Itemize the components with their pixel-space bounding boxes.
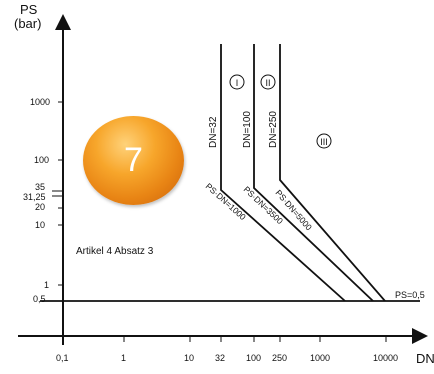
x-axis-title: DN: [416, 351, 434, 366]
y-tick-label-1: 1: [44, 280, 49, 290]
y-axis-title-line1: PS: [20, 2, 38, 17]
x-tick-label-0-1: 0,1: [56, 353, 69, 363]
annotation-artikel: Artikel 4 Absatz 3: [76, 246, 154, 257]
line-dn-32-psdn-1000: [220, 44, 346, 302]
y-tick-label-100: 100: [34, 155, 49, 165]
x-tick-label-10: 10: [184, 353, 194, 363]
svg-text:I: I: [236, 78, 239, 88]
badge-number: 7: [124, 141, 143, 179]
label-dn-32: DN=32: [208, 116, 219, 148]
region-marker-iii: III: [316, 133, 332, 149]
y-axis-title-line2: (bar): [14, 16, 41, 31]
region-marker-i: I: [229, 74, 245, 90]
x-tick-label-250: 250: [272, 353, 287, 363]
y-tick-label-31-25: 31,25: [23, 192, 46, 202]
number-badge: 7: [83, 116, 184, 205]
label-ps-0-5: PS=0,5: [395, 290, 425, 300]
region-marker-ii: II: [260, 74, 276, 90]
y-tick-label-20: 20: [35, 202, 45, 212]
y-tick-label-35: 35: [35, 182, 45, 192]
y-tick-label-1000: 1000: [30, 97, 50, 107]
y-tick-label-0-5: 0,5: [33, 294, 46, 304]
line-dn-100-psdn-3500: [253, 44, 374, 302]
label-psdn-1000: PS·DN=1000: [204, 181, 248, 222]
x-tick-label-100: 100: [246, 353, 261, 363]
label-dn-100: DN=100: [242, 111, 253, 148]
line-dn-250-psdn-5000: [279, 44, 386, 302]
label-dn-250: DN=250: [268, 111, 279, 148]
svg-text:II: II: [265, 78, 270, 88]
svg-text:III: III: [320, 137, 328, 147]
x-tick-label-1000: 1000: [310, 353, 330, 363]
x-tick-label-1: 1: [121, 353, 126, 363]
x-tick-label-32: 32: [215, 353, 225, 363]
x-tick-label-10000: 10000: [373, 353, 398, 363]
y-tick-label-10: 10: [35, 220, 45, 230]
